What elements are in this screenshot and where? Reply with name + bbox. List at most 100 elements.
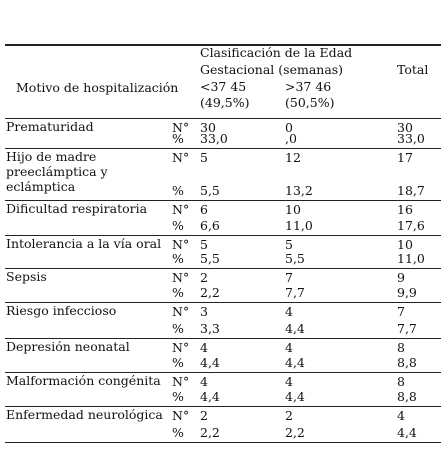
cell-n: 8 — [397, 374, 405, 389]
cell-n: 4 — [397, 408, 405, 423]
rule — [5, 442, 441, 443]
cell-n: 16 — [397, 202, 413, 217]
row-label: Malformación congénita — [6, 373, 161, 388]
cell-n: 0 — [285, 120, 293, 135]
cell-n: 4 — [285, 340, 293, 355]
cell-pct: 5,5 — [200, 251, 220, 266]
row-label: Dificultad respiratoria — [6, 201, 148, 216]
header-col: >37 46 — [285, 79, 332, 94]
cell-pct: 33,0 — [200, 131, 228, 146]
cell-n: 4 — [200, 374, 208, 389]
cell-pct: 5,5 — [285, 251, 305, 266]
unit-pct: % — [172, 389, 184, 404]
unit-n: N° — [172, 237, 190, 252]
cell-pct: 4,4 — [200, 355, 220, 370]
cell-n: 10 — [397, 237, 413, 252]
cell-n: 4 — [285, 374, 293, 389]
cell-pct: 33,0 — [397, 131, 425, 146]
row-label: Enfermedad neurológica — [6, 407, 163, 422]
cell-pct: 6,6 — [200, 218, 220, 233]
rule — [5, 118, 441, 119]
cell-n: 12 — [285, 150, 301, 165]
cell-pct: 3,3 — [200, 321, 220, 336]
cell-n: 8 — [397, 340, 405, 355]
cell-n: 6 — [200, 202, 208, 217]
unit-n: N° — [172, 150, 190, 165]
unit-n: N° — [172, 202, 190, 217]
cell-pct: 11,0 — [397, 251, 425, 266]
cell-pct: 5,5 — [200, 183, 220, 198]
header-group: Clasificación de la Edad — [200, 45, 353, 60]
cell-pct: 2,2 — [200, 425, 220, 440]
unit-pct: % — [172, 218, 184, 233]
cell-n: 2 — [285, 408, 293, 423]
cell-pct: 2,2 — [200, 285, 220, 300]
unit-n: N° — [172, 374, 190, 389]
cell-n: 4 — [200, 340, 208, 355]
rule — [5, 268, 441, 269]
cell-n: 30 — [397, 120, 413, 135]
unit-n: N° — [172, 304, 190, 319]
cell-pct: 7,7 — [285, 285, 305, 300]
unit-pct: % — [172, 355, 184, 370]
cell-pct: 8,8 — [397, 389, 417, 404]
cell-pct: 17,6 — [397, 218, 425, 233]
rule — [5, 302, 441, 303]
unit-n: N° — [172, 408, 190, 423]
header-motive: Motivo de hospitalización — [16, 80, 179, 95]
cell-pct: ,0 — [285, 131, 297, 146]
rule — [5, 235, 441, 236]
cell-pct: 4,4 — [285, 321, 305, 336]
cell-n: 10 — [285, 202, 301, 217]
unit-pct: % — [172, 251, 184, 266]
row-label: Riesgo infeccioso — [6, 303, 117, 318]
rule — [5, 200, 441, 201]
unit-pct: % — [172, 183, 184, 198]
cell-n: 2 — [200, 270, 208, 285]
cell-pct: 9,9 — [397, 285, 417, 300]
unit-n: N° — [172, 340, 190, 355]
unit-n: N° — [172, 270, 190, 285]
cell-n: 17 — [397, 150, 413, 165]
cell-n: 5 — [285, 237, 293, 252]
unit-pct: % — [172, 425, 184, 440]
header-total: Total — [397, 62, 429, 77]
cell-n: 4 — [285, 304, 293, 319]
header-col: <37 45 — [200, 79, 247, 94]
cell-n: 5 — [200, 150, 208, 165]
header-group: Gestacional (semanas) — [200, 62, 344, 77]
cell-n: 7 — [397, 304, 405, 319]
cell-n: 9 — [397, 270, 405, 285]
rule — [5, 148, 441, 149]
cell-n: 5 — [200, 237, 208, 252]
cell-pct: 13,2 — [285, 183, 313, 198]
cell-pct: 18,7 — [397, 183, 425, 198]
cell-pct: 4,4 — [397, 425, 417, 440]
cell-n: 30 — [200, 120, 216, 135]
cell-pct: 2,2 — [285, 425, 305, 440]
cell-pct: 8,8 — [397, 355, 417, 370]
unit-n: N° — [172, 120, 190, 135]
cell-pct: 4,4 — [285, 355, 305, 370]
row-label: Hijo de madre preeclámptica y eclámptica — [6, 149, 108, 194]
row-label: Prematuridad — [6, 119, 94, 134]
header-col: (49,5%) — [200, 95, 250, 110]
row-label: Intolerancia a la vía oral — [6, 236, 162, 251]
rule — [5, 372, 441, 373]
top-rule — [5, 44, 441, 46]
cell-n: 3 — [200, 304, 208, 319]
cell-pct: 7,7 — [397, 321, 417, 336]
unit-pct: % — [172, 321, 184, 336]
rule — [5, 406, 441, 407]
row-label: Sepsis — [6, 269, 47, 284]
row-label: Depresión neonatal — [6, 339, 130, 354]
unit-pct: % — [172, 285, 184, 300]
unit-pct: % — [172, 131, 184, 146]
rule — [5, 338, 441, 339]
cell-pct: 11,0 — [285, 218, 313, 233]
cell-n: 2 — [200, 408, 208, 423]
cell-n: 7 — [285, 270, 293, 285]
cell-pct: 4,4 — [200, 389, 220, 404]
cell-pct: 4,4 — [285, 389, 305, 404]
